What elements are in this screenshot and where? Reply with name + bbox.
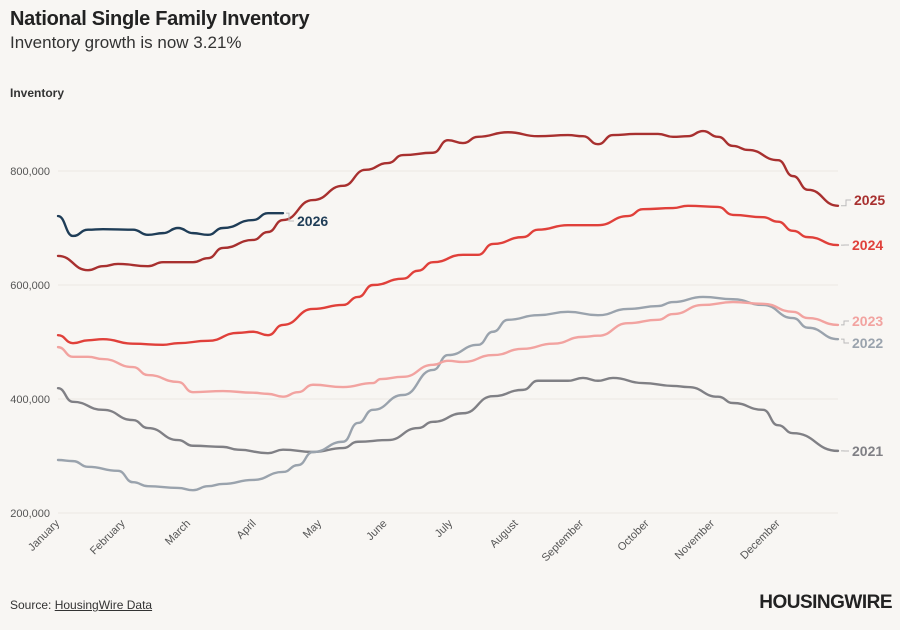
label-connector — [841, 320, 849, 326]
y-tick-label: 400,000 — [10, 394, 50, 406]
label-connector — [841, 199, 851, 207]
x-tick-label: September — [540, 517, 587, 564]
x-tick-label: November — [673, 517, 718, 562]
source-link[interactable]: HousingWire Data — [54, 598, 153, 612]
series-line-2025 — [56, 129, 840, 272]
y-tick-label: 200,000 — [10, 508, 50, 520]
x-tick-label: January — [26, 517, 63, 554]
source-prefix: Source: — [10, 598, 55, 612]
y-tick-label: 600,000 — [10, 280, 50, 292]
series-label-2023: 2023 — [852, 313, 883, 329]
series-label-2026: 2026 — [297, 213, 328, 229]
source-note: Source: HousingWire Data — [10, 598, 152, 612]
x-tick-label: February — [88, 517, 128, 557]
series-label-2021: 2021 — [852, 443, 883, 459]
series-line-2023 — [56, 300, 840, 398]
x-tick-label: October — [615, 517, 651, 553]
y-axis-label: Inventory — [10, 86, 65, 100]
chart-title: National Single Family Inventory — [10, 8, 310, 30]
label-connector — [841, 338, 849, 344]
series-line-2026 — [56, 211, 285, 238]
x-tick-label: June — [364, 518, 389, 543]
x-tick-label: April — [235, 518, 259, 542]
series-line-2022 — [56, 295, 840, 492]
series-line-2024 — [56, 204, 840, 347]
series-label-2025: 2025 — [854, 192, 885, 208]
series-line-2021 — [56, 376, 840, 455]
series-label-2024: 2024 — [852, 237, 883, 253]
x-tick-label: August — [488, 518, 521, 551]
x-tick-label: May — [301, 517, 325, 541]
series-label-2022: 2022 — [852, 335, 883, 351]
label-connector — [286, 212, 294, 222]
housingwire-logo: HOUSINGWIRE — [759, 592, 892, 613]
x-tick-label: March — [163, 518, 193, 548]
x-tick-label: December — [738, 517, 783, 562]
chart-subtitle: Inventory growth is now 3.21% — [10, 33, 242, 52]
x-tick-label: July — [433, 517, 456, 540]
y-tick-label: 800,000 — [10, 166, 50, 178]
